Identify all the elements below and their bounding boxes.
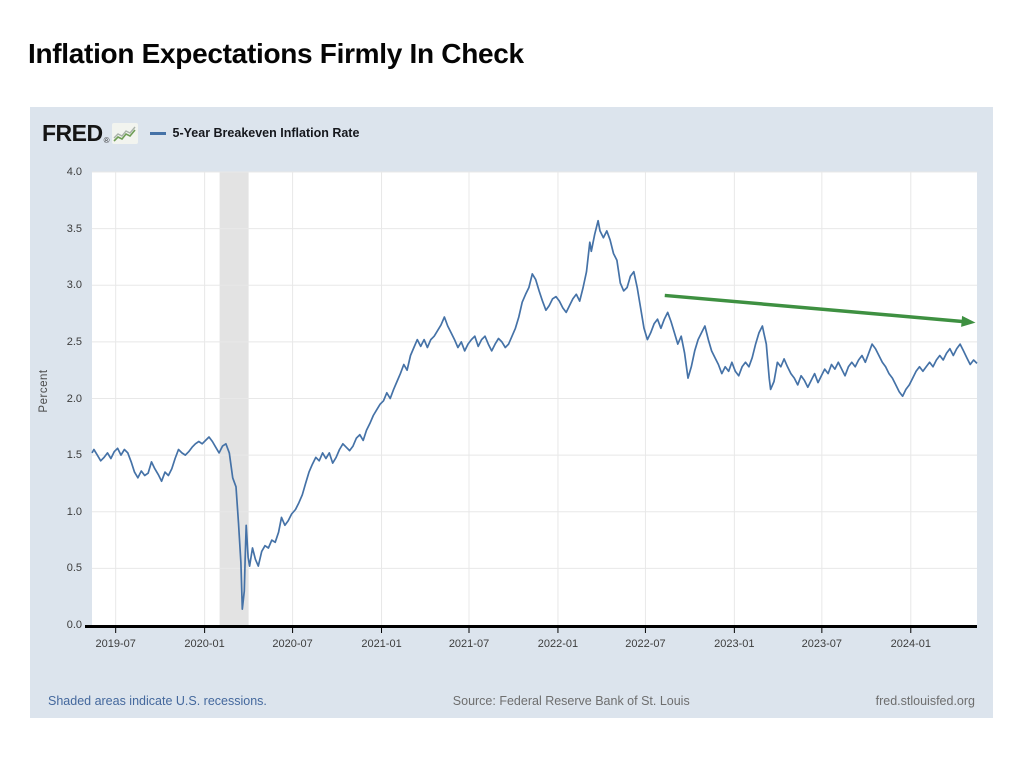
downtrend-arrow-head bbox=[961, 315, 976, 327]
y-tick-label: 0.5 bbox=[66, 562, 82, 575]
data-series-line bbox=[91, 219, 978, 610]
fred-logo: FRED bbox=[42, 120, 103, 146]
chart-footer: Shaded areas indicate U.S. recessions. S… bbox=[30, 694, 993, 708]
fred-url-link[interactable]: fred.stlouisfed.org bbox=[875, 694, 975, 708]
sparkline-icon bbox=[111, 122, 138, 144]
x-tick-label: 2019-07 bbox=[95, 638, 136, 650]
fred-chart-card: FRED ® 5-Year Breakeven Inflation Rate 0… bbox=[30, 107, 993, 718]
x-tick-label: 2022-07 bbox=[625, 638, 666, 650]
y-tick-label: 2.5 bbox=[66, 335, 82, 348]
x-tick-label: 2024-01 bbox=[890, 638, 931, 650]
y-tick-label: 3.0 bbox=[66, 279, 82, 292]
legend-line-swatch bbox=[149, 131, 166, 135]
legend-series-label: 5-Year Breakeven Inflation Rate bbox=[172, 126, 360, 140]
x-tick-label: 2021-07 bbox=[448, 638, 490, 650]
y-tick-label: 1.5 bbox=[66, 449, 82, 462]
y-tick-label: 1.0 bbox=[66, 505, 82, 518]
y-tick-label: 0.0 bbox=[66, 619, 82, 631]
x-tick-label: 2021-01 bbox=[361, 638, 402, 650]
legend: 5-Year Breakeven Inflation Rate bbox=[149, 126, 360, 140]
y-tick-label: 2.0 bbox=[66, 392, 82, 405]
registered-mark: ® bbox=[103, 136, 110, 145]
y-tick-label: 3.5 bbox=[66, 222, 82, 235]
x-tick-label: 2022-01 bbox=[537, 638, 579, 650]
recessions-note-link[interactable]: Shaded areas indicate U.S. recessions. bbox=[48, 694, 267, 708]
x-tick-label: 2020-01 bbox=[184, 638, 225, 650]
page-title: Inflation Expectations Firmly In Check bbox=[28, 38, 524, 69]
x-tick-label: 2020-07 bbox=[272, 638, 313, 650]
downtrend-arrow-shaft bbox=[664, 293, 967, 324]
line-chart bbox=[85, 171, 978, 633]
y-axis-title: Percent bbox=[38, 369, 50, 413]
x-tick-label: 2023-07 bbox=[801, 638, 843, 650]
source-text: Source: Federal Reserve Bank of St. Loui… bbox=[452, 694, 690, 708]
chart-header: FRED ® 5-Year Breakeven Inflation Rate bbox=[42, 118, 359, 148]
x-tick-label: 2023-01 bbox=[714, 638, 755, 650]
y-tick-label: 4.0 bbox=[66, 166, 82, 178]
